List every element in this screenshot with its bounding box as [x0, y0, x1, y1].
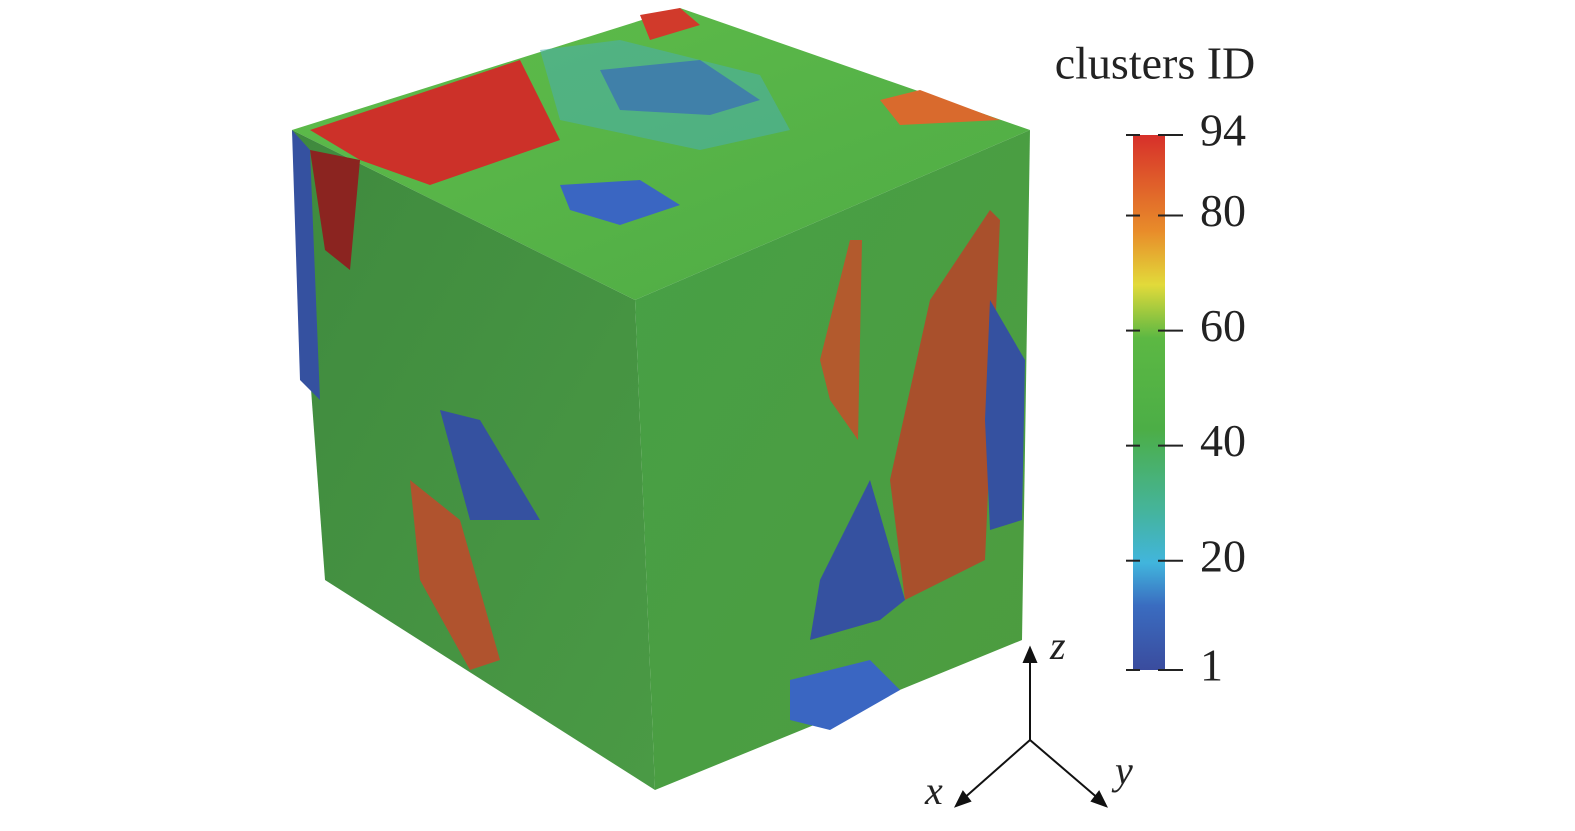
patch — [540, 40, 790, 150]
arrow-head — [1090, 790, 1109, 808]
axis-label: y — [1111, 748, 1133, 793]
x-axis — [961, 739, 1031, 801]
patch — [310, 60, 560, 185]
colorbar-ticks: 1 20 40 60 80 94 — [1126, 105, 1246, 691]
cube — [292, 8, 1030, 790]
patch — [640, 8, 700, 40]
patch — [890, 210, 1000, 600]
tick-label: 20 — [1200, 530, 1246, 581]
patch — [310, 150, 360, 270]
arrow-head — [1022, 645, 1038, 663]
tick-label: 94 — [1200, 105, 1246, 156]
patch — [440, 410, 540, 520]
axis-label: x — [924, 768, 943, 813]
right-face — [635, 130, 1030, 790]
axis-label: z — [1049, 623, 1066, 668]
patch — [790, 660, 900, 730]
tick-label: 1 — [1200, 640, 1223, 691]
patch — [560, 180, 680, 225]
axis-triad — [953, 645, 1109, 808]
tick-label: 80 — [1200, 185, 1246, 236]
patch — [810, 480, 905, 640]
arrow-head — [953, 790, 972, 808]
colorbar — [1133, 135, 1165, 670]
tick-label: 60 — [1200, 300, 1246, 351]
tick-label: 40 — [1200, 415, 1246, 466]
patch — [292, 130, 320, 400]
patch — [410, 480, 500, 670]
patch — [880, 90, 1000, 125]
patch — [820, 240, 862, 440]
y-axis — [1029, 739, 1101, 801]
colorbar-title: clusters ID — [1055, 38, 1256, 89]
patch — [985, 300, 1025, 530]
